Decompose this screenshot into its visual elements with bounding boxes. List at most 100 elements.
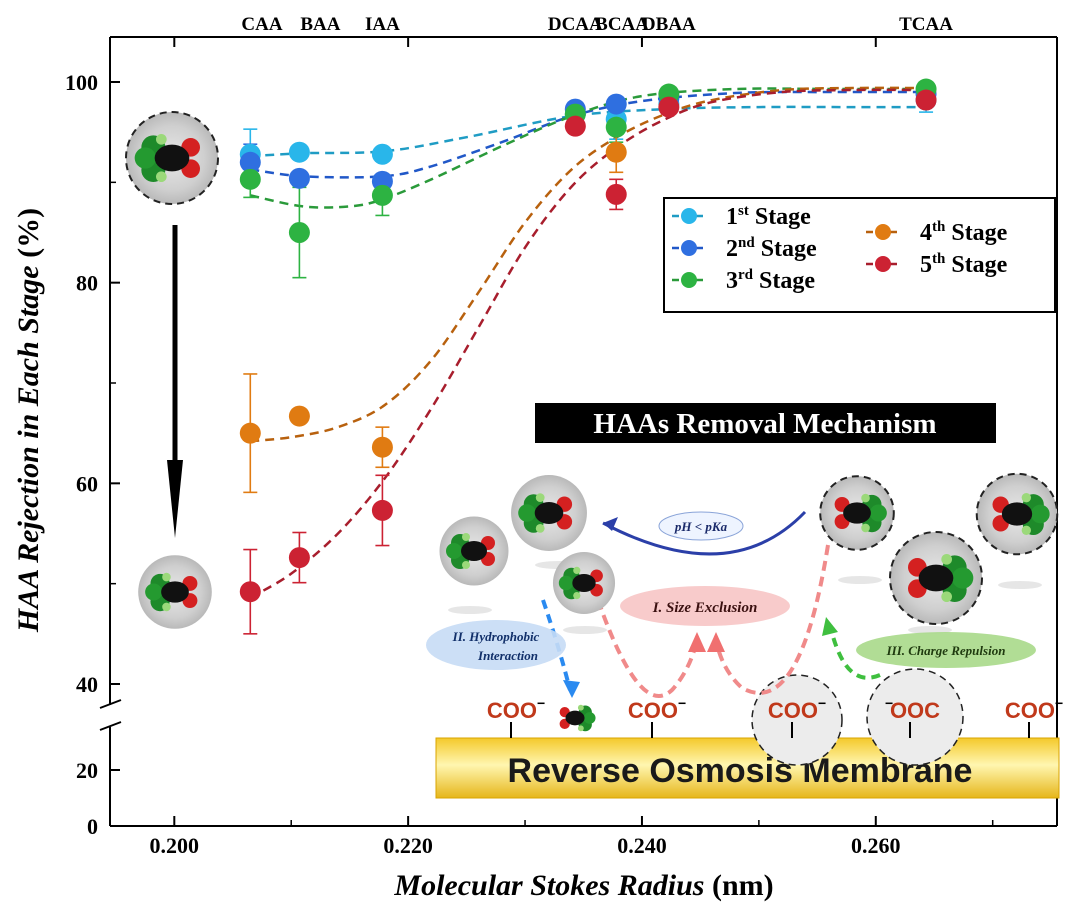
compound-label: DBAA [642,14,696,35]
y-tick-label: 0 [87,814,98,839]
x-tick-label: 0.260 [851,833,901,858]
molecule-icon [975,472,1059,556]
y-axis-title: HAA Rejection in Each Stage (%) [12,208,45,633]
carboxylate-label: COO− [1005,695,1063,723]
data-point [915,89,937,111]
data-point [371,184,393,206]
data-point [605,141,627,163]
data-point [605,93,627,115]
legend-marker [681,272,697,288]
compound-label: BCAA [595,14,649,35]
legend-box [663,197,1056,313]
legend-label: 3rd Stage [726,267,815,294]
inset-title: HAAs Removal Mechanism [593,408,936,440]
legend-marker [875,224,891,240]
legend-label: 5th Stage [920,251,1008,278]
exclusion-circle [751,674,843,766]
y-tick-label: 40 [76,672,98,697]
y-tick-label: 60 [76,471,98,496]
plot-frame [99,36,1058,827]
mechanism-inset: HAAs Removal Mechanism Reverse Osmosis M… [125,111,1063,799]
fit-curve [250,90,927,179]
data-point [605,116,627,138]
hydrophobic-bubble [426,620,566,670]
x-axis-title: Molecular Stokes Radius (nm) [393,869,773,902]
legend-marker [875,256,891,272]
data-point [605,183,627,205]
data-point [371,143,393,165]
data-point [371,436,393,458]
legend-label: 4th Stage [920,219,1008,246]
ph-arrow [602,510,807,556]
hydrophobic-label-1: II. Hydrophobic [452,629,540,644]
data-point [564,115,586,137]
carboxylate-label: OOC [890,698,940,723]
membrane-bar [435,737,1060,799]
size-exclusion-label: I. Size Exclusion [652,600,758,616]
compound-label: IAA [365,14,400,35]
size-exclusion-arrow [714,544,830,695]
axis-break-mark [99,699,122,709]
carboxylate-labels: COO− COO− COO− OOC− COO− [487,695,1063,738]
data-point [239,168,261,190]
compound-label: TCAA [899,14,953,35]
charge-arrow [828,624,881,680]
molecule-icon [439,516,509,586]
shift-arrowhead [167,460,183,538]
molecule-icons [125,111,1059,732]
charge-sign: − [885,695,893,711]
carboxylate-label: COO− [768,695,826,723]
carboxylate-label: COO− [487,695,545,723]
molecule-icon [125,111,219,205]
legend-marker [681,240,697,256]
data-point [288,547,310,569]
compound-label: CAA [241,14,282,35]
charge-bubble [856,632,1036,668]
data-point [239,151,261,173]
compound-label: BAA [300,14,340,35]
hydrophobic-label-2: Interaction [477,648,538,663]
data-point [658,96,680,118]
data-point [288,167,310,189]
x-tick-label: 0.240 [617,833,667,858]
x-tick-label: 0.220 [383,833,433,858]
molecule-icon [559,704,596,732]
data-point [288,141,310,163]
y-tick-label: 20 [76,758,98,783]
fit-curve [249,88,927,599]
data-point [288,405,310,427]
data-points [239,78,937,603]
fit-curve [250,87,927,209]
axis-break-mark [99,721,122,731]
data-point [239,581,261,603]
error-bars [243,83,934,635]
data-point [288,222,310,243]
fit-curves [249,86,927,599]
exclusion-circle [866,668,964,766]
molecule-icon [511,475,587,551]
carboxylate-label: COO− [628,695,686,723]
data-point [371,499,393,521]
size-exclusion-bubble [620,586,790,626]
x-tick-label: 0.200 [150,833,200,858]
size-exclusion-arrow [596,599,699,698]
charge-label: III. Charge Repulsion [886,643,1006,658]
molecule-icon [138,555,212,629]
legend-label: 1st Stage [726,203,811,230]
compound-label: DCAA [548,14,603,35]
molecule-icon [552,551,616,615]
molecule-icon [889,531,983,625]
y-tick-label: 100 [65,70,98,95]
inset-title-box [535,403,996,443]
legend-marker [681,208,697,224]
ph-label: pH < pKa [674,519,728,534]
fit-curve [250,105,927,158]
ph-label-bubble [658,511,744,541]
legend-label: 2nd Stage [726,235,817,262]
molecule-icon [819,475,895,551]
y-tick-label: 80 [76,271,98,296]
axis-ticks: 0.200 0.220 0.240 0.260 0 20 40 60 80 100 [65,37,994,858]
data-point [239,422,261,444]
